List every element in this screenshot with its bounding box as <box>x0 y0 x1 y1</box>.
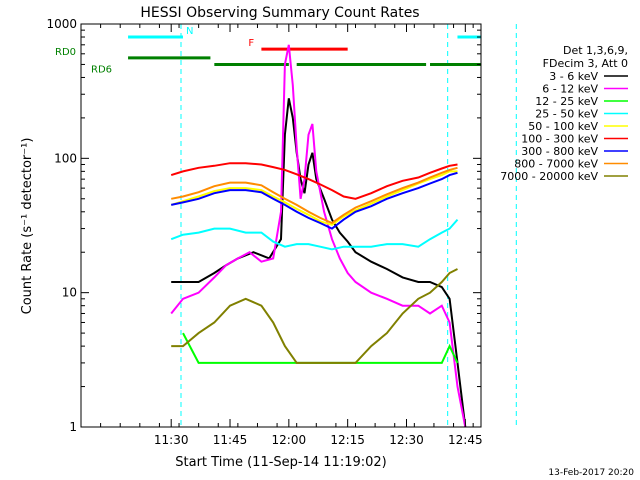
y-tick-label: 1 <box>69 420 77 434</box>
legend-label: 3 - 6 keV <box>549 70 598 83</box>
state-label-n: N <box>186 26 193 37</box>
legend-header-2: FDecim 3, Att 0 <box>543 57 628 70</box>
legend-label: 300 - 800 keV <box>521 145 598 158</box>
legend-label: 7000 - 20000 keV <box>500 170 598 183</box>
y-tick-label: 10 <box>62 286 77 300</box>
series-line-7000-20000-keV <box>171 268 458 364</box>
plot-frame <box>80 23 482 428</box>
state-label-rd6: RD6 <box>91 64 112 75</box>
series-line-6-12-keV <box>170 44 467 428</box>
series-line-25-50-keV <box>170 218 459 251</box>
footer-date: 13-Feb-2017 20:20 <box>548 468 634 478</box>
legend-label: 25 - 50 keV <box>535 108 598 121</box>
series-line-100-300-keV <box>170 162 458 200</box>
legend-label: 12 - 25 keV <box>535 95 598 108</box>
x-axis: 11:30 11:45 12:00 12:15 12:30 12:45 <box>80 24 483 447</box>
legend-label: 100 - 300 keV <box>521 133 598 146</box>
state-label-rd0: RD0 <box>55 47 76 58</box>
y-tick-label: 1000 <box>46 17 77 31</box>
x-tick-label: 11:30 <box>154 433 189 447</box>
legend-label: 50 - 100 keV <box>528 120 598 133</box>
series-line-50-100-keV <box>170 170 458 226</box>
x-tick-label: 12:00 <box>272 433 307 447</box>
x-tick-label: 11:45 <box>213 433 248 447</box>
x-axis-label: Start Time (11-Sep-14 11:19:02) <box>175 455 386 470</box>
x-tick-label: 12:45 <box>448 433 483 447</box>
x-tick-label: 12:15 <box>330 433 365 447</box>
y-axis-label: Count Rate (s⁻¹ detector⁻¹) <box>20 138 35 315</box>
legend-label: 800 - 7000 keV <box>514 158 598 171</box>
state-label-f: F <box>248 38 254 49</box>
legend-label: 6 - 12 keV <box>542 83 598 96</box>
legend: Det 1,3,6,9, FDecim 3, Att 0 3 - 6 keV6 … <box>500 44 628 183</box>
series-line-800-7000-keV <box>171 166 458 225</box>
chart-title: HESSI Observing Summary Count Rates <box>140 5 419 21</box>
plot-area: N F RD0 RD6 <box>55 24 517 428</box>
legend-header-1: Det 1,3,6,9, <box>563 44 628 57</box>
y-axis: 1 10 100 1000 <box>46 17 481 434</box>
x-tick-label: 12:30 <box>389 433 424 447</box>
y-tick-label: 100 <box>54 151 77 165</box>
series-line-300-800-keV <box>170 171 458 230</box>
